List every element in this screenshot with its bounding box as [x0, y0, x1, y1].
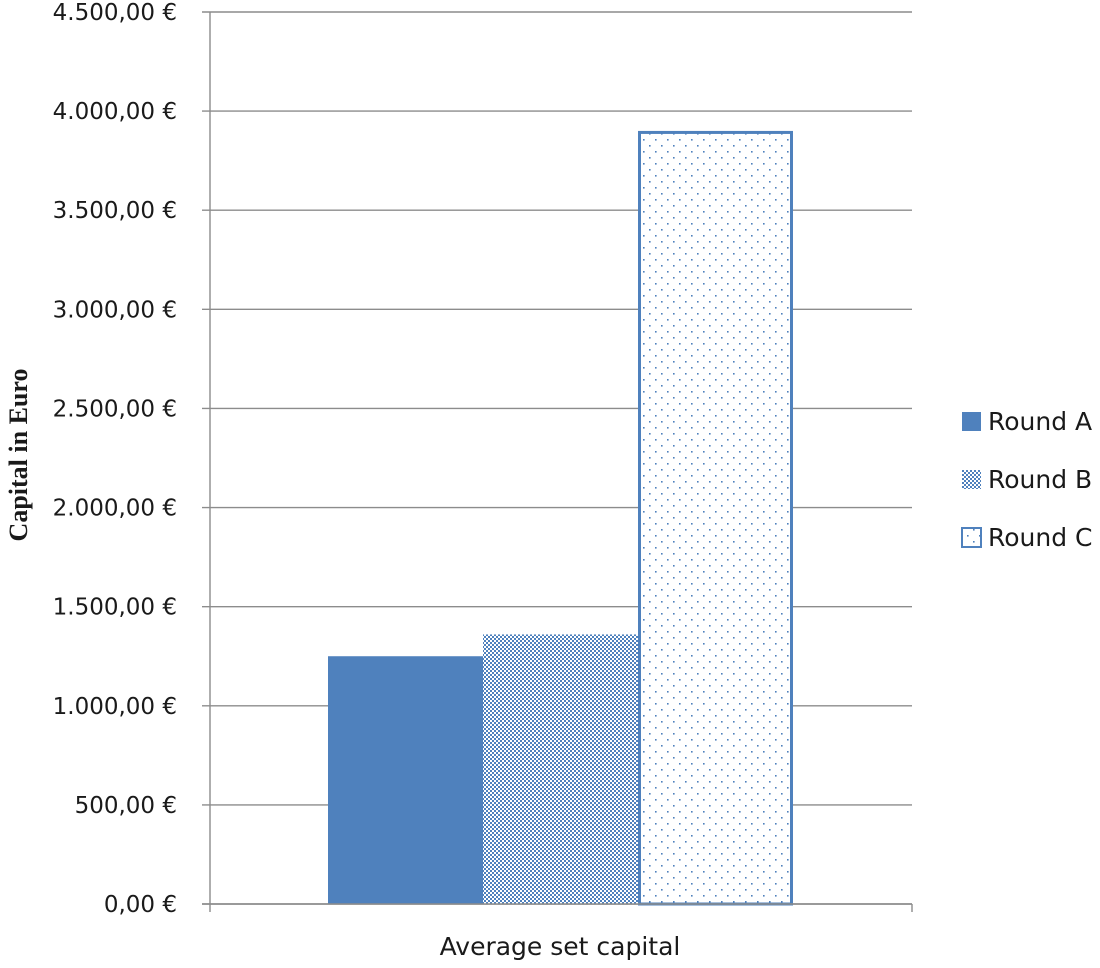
- legend-swatch: [962, 470, 981, 489]
- y-tick-label: 1.500,00 €: [53, 595, 177, 621]
- x-category-label: Average set capital: [440, 932, 681, 961]
- legend: Round A Round B Round C: [961, 407, 1093, 552]
- y-tick-label: 500,00 €: [75, 793, 177, 819]
- y-tick-label: 4.500,00 €: [53, 0, 177, 26]
- y-tick-label: 0,00 €: [104, 892, 177, 918]
- y-tick-label: 2.000,00 €: [53, 496, 177, 522]
- legend-item: Round C: [961, 523, 1093, 552]
- legend-label: Round C: [988, 523, 1093, 552]
- legend-item: Round B: [962, 465, 1092, 494]
- legend-item: Round A: [962, 407, 1092, 436]
- bar-round-c: [638, 130, 793, 906]
- y-tick-label: 2.500,00 €: [53, 396, 177, 422]
- y-tick-label: 3.000,00 €: [53, 297, 177, 323]
- legend-label: Round A: [988, 407, 1092, 436]
- y-tick-label: 4.000,00 €: [53, 99, 177, 125]
- gridlines: [202, 11, 912, 905]
- y-axis-tick-labels: 0,00 € 500,00 € 1.000,00 € 1.500,00 € 2.000,…: [53, 0, 177, 918]
- bar-round-b: [483, 634, 638, 904]
- bars: [328, 130, 793, 906]
- y-axis-title: Capital in Euro: [4, 369, 33, 542]
- y-tick-label: 1.000,00 €: [53, 694, 177, 720]
- legend-swatch: [962, 412, 981, 431]
- bar-round-a: [328, 656, 483, 904]
- axes: [202, 12, 913, 912]
- y-tick-label: 3.500,00 €: [53, 198, 177, 224]
- legend-label: Round B: [988, 465, 1092, 494]
- legend-swatch: [961, 527, 982, 548]
